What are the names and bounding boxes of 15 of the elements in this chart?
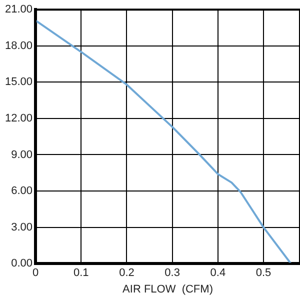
x-tick-label: 0.2 [119,267,134,280]
y-tick-label: 9.00 [11,148,33,161]
y-tick-label: 6.00 [11,185,33,198]
y-tick-label: 18.00 [4,40,33,52]
x-tick-label: 0 [32,267,39,280]
x-tick-label: 0.3 [164,267,180,280]
x-tick-label: 0.1 [73,267,89,280]
y-tick-label: 21.00 [4,4,33,16]
y-tick-label: 15.00 [4,76,33,88]
x-tick-label: 0.5 [256,267,272,280]
y-tick-label: 0.00 [11,258,33,270]
y-tick-label: 12.00 [4,112,33,124]
x-tick-label: 0.4 [210,267,226,280]
y-tick-label: 3.00 [11,221,33,234]
x-axis-title: AIR FLOW (CFM) [122,283,213,296]
